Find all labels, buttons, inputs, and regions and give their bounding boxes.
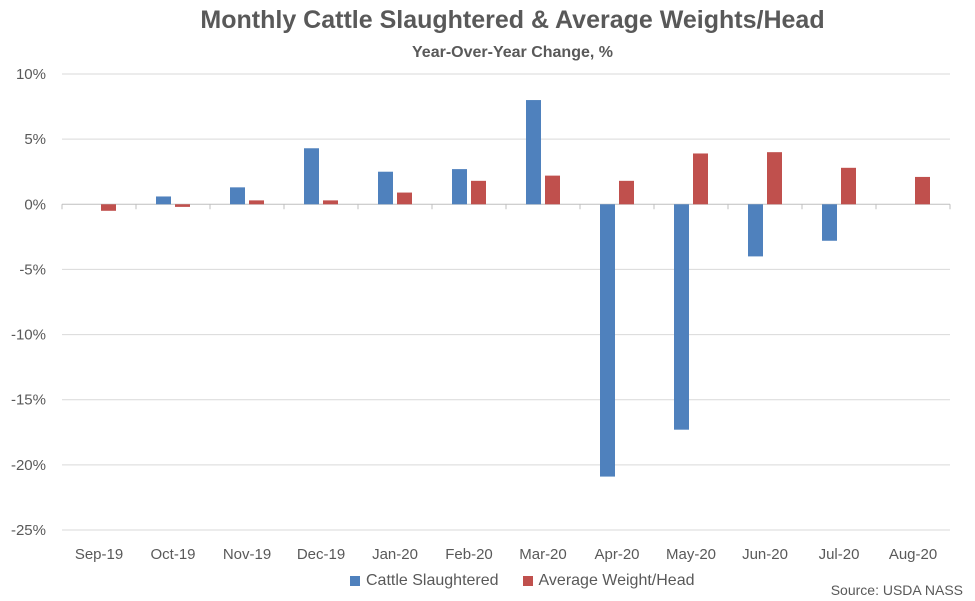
bar-cattle-slaughtered bbox=[822, 204, 837, 241]
bar-average-weight bbox=[471, 180, 486, 205]
bar-average-weight bbox=[175, 204, 190, 207]
bar-cattle-slaughtered bbox=[156, 196, 171, 205]
x-tick-label: Nov-19 bbox=[223, 546, 271, 563]
legend-item-cattle-slaughtered: Cattle Slaughtered bbox=[350, 572, 499, 590]
bar-average-weight bbox=[693, 153, 708, 205]
chart-subtitle: Year-Over-Year Change, % bbox=[412, 44, 613, 61]
source-note: Source: USDA NASS bbox=[830, 582, 963, 598]
legend-swatch-cattle-slaughtered bbox=[350, 576, 360, 586]
x-tick-label: Aug-20 bbox=[889, 546, 937, 563]
chart-legend: Cattle Slaughtered Average Weight/Head bbox=[350, 572, 718, 590]
bar-average-weight bbox=[545, 175, 560, 205]
x-tick-label: Mar-20 bbox=[519, 546, 567, 563]
bar-average-weight bbox=[841, 167, 856, 205]
bar-cattle-slaughtered bbox=[600, 204, 615, 477]
bar-average-weight bbox=[619, 180, 634, 205]
y-tick-label: -15% bbox=[11, 392, 46, 409]
legend-swatch-average-weight bbox=[522, 576, 533, 586]
chart-title: Monthly Cattle Slaughtered & Average Wei… bbox=[200, 6, 825, 34]
y-tick-label: -5% bbox=[19, 261, 46, 278]
bar-cattle-slaughtered bbox=[748, 204, 763, 257]
legend-label-average-weight: Average Weight/Head bbox=[538, 572, 695, 589]
bar-cattle-slaughtered bbox=[452, 169, 467, 205]
bar-average-weight bbox=[397, 192, 412, 205]
bar-cattle-slaughtered bbox=[526, 100, 541, 205]
bar-average-weight bbox=[249, 200, 264, 205]
legend-label-cattle-slaughtered: Cattle Slaughtered bbox=[366, 572, 499, 589]
x-tick-label: Oct-19 bbox=[150, 546, 195, 563]
legend-item-average-weight: Average Weight/Head bbox=[522, 572, 695, 590]
bar-cattle-slaughtered bbox=[378, 171, 393, 205]
y-tick-label: 10% bbox=[16, 66, 46, 83]
y-tick-label: -25% bbox=[11, 522, 46, 539]
y-tick-label: 5% bbox=[24, 131, 46, 148]
x-tick-label: Jul-20 bbox=[819, 546, 860, 563]
x-tick-label: Dec-19 bbox=[297, 546, 345, 563]
y-tick-label: -20% bbox=[11, 457, 46, 474]
bar-cattle-slaughtered bbox=[674, 204, 689, 430]
y-tick-label: 0% bbox=[24, 196, 46, 213]
x-tick-label: Sep-19 bbox=[75, 546, 123, 563]
x-tick-label: Jan-20 bbox=[372, 546, 418, 563]
bar-average-weight bbox=[323, 200, 338, 205]
x-tick-label: Jun-20 bbox=[742, 546, 788, 563]
bar-average-weight bbox=[915, 176, 930, 205]
x-tick-label: May-20 bbox=[666, 546, 716, 563]
bar-average-weight bbox=[101, 204, 116, 211]
x-tick-label: Feb-20 bbox=[445, 546, 493, 563]
bar-average-weight bbox=[767, 152, 782, 205]
bar-cattle-slaughtered bbox=[304, 148, 319, 205]
y-tick-label: -10% bbox=[11, 327, 46, 344]
bar-cattle-slaughtered bbox=[230, 187, 245, 205]
x-tick-label: Apr-20 bbox=[594, 546, 639, 563]
